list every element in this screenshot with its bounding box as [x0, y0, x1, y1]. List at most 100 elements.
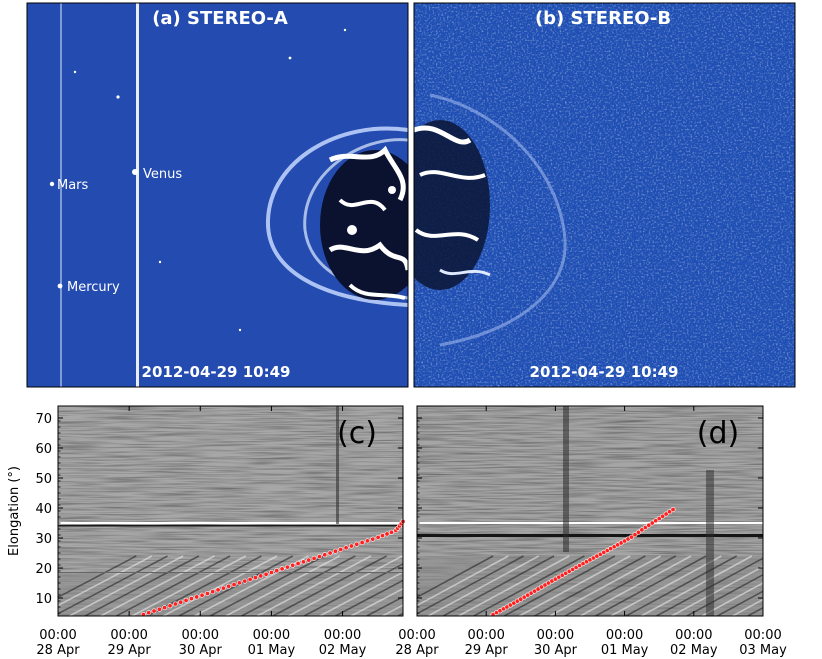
data-point: [635, 529, 641, 535]
data-point: [359, 540, 365, 546]
data-point: [656, 515, 662, 521]
jmap-streak: [549, 555, 661, 616]
data-point: [663, 511, 669, 517]
data-point: [258, 573, 264, 579]
jmap-streak: [610, 555, 722, 616]
jmap-streak: [58, 555, 168, 615]
x-tick-time: 00:00: [467, 628, 504, 643]
jmap-streak: [579, 555, 692, 616]
panel-a-stereo-a-image: [27, 3, 408, 387]
x-tick-date: 30 Apr: [179, 643, 223, 658]
data-point: [247, 576, 253, 582]
data-point: [380, 533, 386, 539]
y-tick-label: 70: [35, 412, 52, 427]
data-point: [649, 520, 655, 526]
jmap-streak: [350, 587, 403, 616]
x-tick-time: 00:00: [324, 628, 361, 643]
y-tick-label: 40: [35, 502, 52, 517]
data-point: [146, 610, 152, 616]
data-point: [220, 585, 226, 591]
data-point: [388, 529, 394, 535]
data-point: [167, 603, 173, 609]
jmap-streak: [716, 590, 763, 616]
jmap-streak: [762, 615, 763, 616]
jmap-streak: [595, 555, 707, 616]
data-point: [183, 597, 189, 603]
jmap-streak: [335, 579, 403, 616]
panel-a-timestamp: 2012-04-29 10:49: [142, 363, 291, 381]
y-tick-label: 10: [35, 592, 52, 607]
cme-core: [320, 145, 408, 300]
x-tick-time: 00:00: [537, 628, 574, 643]
planet-label-mars: Mars: [57, 178, 89, 193]
data-point: [210, 589, 216, 595]
data-point: [242, 578, 248, 584]
jmap-streak: [303, 562, 403, 616]
jmap-streak: [162, 555, 278, 616]
data-point: [332, 548, 338, 554]
jmap-streak: [564, 555, 677, 616]
jmap-streak: [732, 598, 763, 616]
data-point: [290, 562, 296, 568]
data-point: [178, 599, 184, 605]
jmap-streak: [671, 565, 763, 616]
data-point: [316, 554, 322, 560]
data-point: [642, 524, 648, 530]
data-point: [667, 509, 673, 515]
x-tick-date: 02 May: [670, 643, 718, 658]
jmap-streak: [458, 555, 570, 616]
x-tick-date: 02 May: [319, 643, 367, 658]
y-tick-label: 30: [35, 532, 52, 547]
x-tick-time: 00:00: [110, 628, 147, 643]
panel-b-timestamp: 2012-04-29 10:49: [530, 363, 679, 381]
data-point: [172, 601, 178, 607]
jmap-streak: [58, 555, 137, 599]
data-point: [364, 538, 370, 544]
data-point: [252, 575, 258, 581]
y-tick-label: 50: [35, 472, 52, 487]
data-point: [295, 561, 301, 567]
x-tick-time: 00:00: [253, 628, 290, 643]
jmap-streak: [427, 555, 540, 616]
jmap-streak: [272, 555, 388, 616]
jmap-streak: [288, 555, 403, 616]
jmap-streak: [209, 555, 325, 616]
x-tick-time: 00:00: [744, 628, 781, 643]
panel-b-title: (b) STEREO-B: [535, 8, 671, 29]
data-point: [279, 566, 285, 572]
jmap-streak: [366, 595, 403, 616]
data-point: [639, 527, 645, 533]
panel-a-frame: [26, 2, 409, 388]
data-point: [284, 564, 290, 570]
jmap-streak: [701, 582, 763, 616]
x-tick-date: 30 Apr: [534, 643, 578, 658]
data-point: [151, 608, 157, 614]
jmap-streak: [686, 573, 763, 616]
data-point: [231, 582, 237, 588]
data-point: [354, 541, 360, 547]
jmap-streak: [69, 555, 184, 616]
data-point: [274, 568, 280, 574]
x-tick-date: 03 May: [739, 643, 787, 658]
data-point: [343, 545, 349, 551]
data-point: [263, 571, 269, 577]
data-point: [322, 552, 328, 558]
x-tick-time: 00:00: [182, 628, 219, 643]
x-tick-date: 28 Apr: [395, 643, 439, 658]
data-point: [629, 534, 635, 540]
data-point: [204, 590, 210, 596]
data-point: [236, 580, 242, 586]
data-point: [268, 569, 274, 575]
jmap-streak: [519, 555, 631, 616]
data-point: [375, 534, 381, 540]
panel-b-frame: [413, 2, 796, 388]
jmap-streak: [225, 555, 341, 616]
panel-c-jmap: [58, 406, 403, 616]
data-point: [370, 536, 376, 542]
data-point: [660, 513, 666, 519]
panel-c-label: (c): [337, 416, 377, 451]
jmap-streak: [381, 604, 403, 616]
data-point: [156, 606, 162, 612]
jmap-streak: [417, 555, 509, 607]
